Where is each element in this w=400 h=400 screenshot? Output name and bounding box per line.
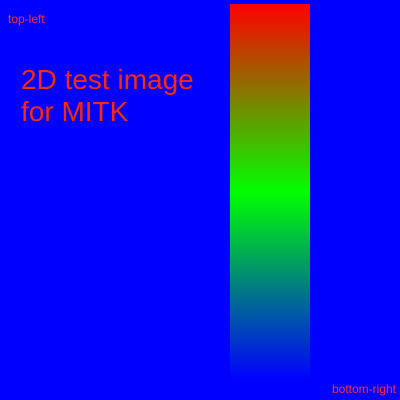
title-line-2: for MITK bbox=[21, 96, 129, 127]
title-line-1: 2D test image bbox=[21, 64, 194, 95]
color-gradient-bar bbox=[230, 4, 310, 380]
top-left-label: top-left bbox=[8, 12, 45, 26]
bottom-right-label: bottom-right bbox=[331, 382, 396, 396]
image-title: 2D test image for MITK bbox=[21, 64, 194, 128]
